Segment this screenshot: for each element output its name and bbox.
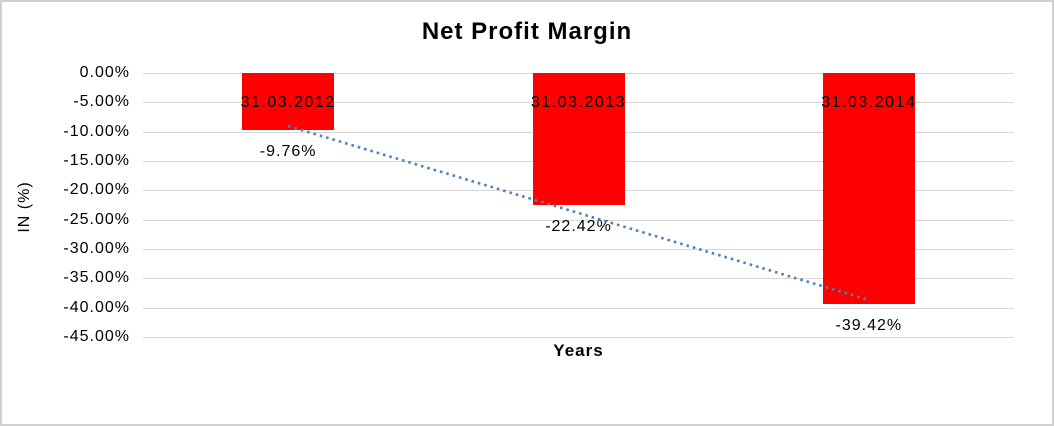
y-tick-label: -15.00% <box>63 152 130 169</box>
y-tick-label: -35.00% <box>63 269 130 287</box>
value-label: -9.76% <box>259 143 317 161</box>
category-label: 31.03.2014 <box>821 94 917 111</box>
y-tick-label: -30.00% <box>63 240 130 257</box>
y-tick-label: -40.00% <box>63 298 130 316</box>
value-label: -22.42% <box>545 217 612 235</box>
y-tick-label: 0.00% <box>79 64 130 81</box>
y-tick-label: -10.00% <box>63 122 130 140</box>
value-label: -39.42% <box>835 317 903 335</box>
y-axis-title: IN (%) <box>16 181 33 233</box>
bar <box>242 73 335 131</box>
category-label: 31.03.2013 <box>530 94 627 111</box>
bar <box>532 73 625 205</box>
category-label: 31.03.2012 <box>240 94 336 111</box>
y-tick-label: -20.00% <box>63 181 130 199</box>
y-tick-label: -45.00% <box>63 328 130 345</box>
gridline <box>143 307 1014 309</box>
y-tick-label: -5.00% <box>73 93 130 111</box>
chart-title: Net Profit Margin <box>421 18 633 45</box>
gridline <box>143 337 1014 338</box>
x-axis-title: Years <box>553 341 604 360</box>
y-tick-label: -25.00% <box>63 210 130 228</box>
